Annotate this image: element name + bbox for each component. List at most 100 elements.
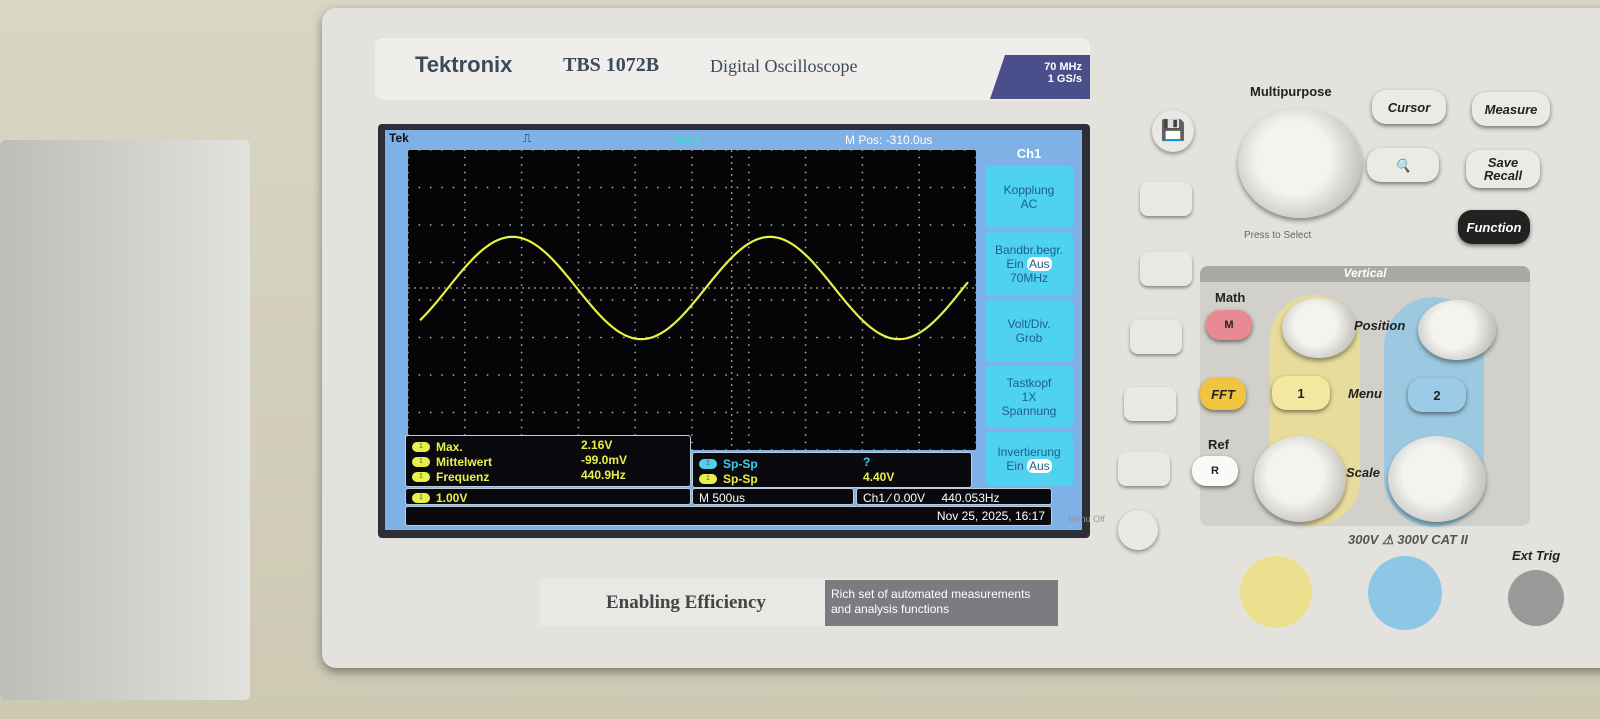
grid-dot	[929, 411, 932, 414]
grid-dot	[657, 224, 659, 226]
grid-dot	[407, 351, 409, 354]
zoom-button[interactable]: 🔍	[1367, 148, 1439, 182]
grid-dot	[929, 261, 932, 264]
ch2-bnc-input[interactable]	[1368, 556, 1442, 630]
grid-dot	[657, 374, 659, 376]
save-disk-icon[interactable]: 💾	[1152, 110, 1194, 152]
grid-dot	[691, 396, 693, 399]
grid-dot	[691, 231, 693, 234]
grid-dot	[747, 261, 750, 264]
adjacent-device	[0, 140, 250, 700]
grid-dot	[941, 149, 943, 151]
grid-dot	[838, 149, 841, 151]
ch1-bnc-input[interactable]	[1240, 556, 1312, 628]
grid-dot	[634, 396, 637, 399]
option-button-4[interactable]	[1124, 387, 1176, 421]
grid-dot	[770, 374, 773, 376]
grid-dot	[861, 276, 864, 279]
menu-invert[interactable]: Invertierung Ein Aus	[985, 432, 1073, 486]
ch2-scale-knob[interactable]	[1388, 436, 1486, 522]
ch1-menu-button[interactable]: 1	[1272, 376, 1330, 410]
grid-dot	[804, 441, 807, 444]
grid-dot	[577, 209, 580, 211]
position-label: Position	[1354, 318, 1406, 333]
measure-button[interactable]: Measure	[1472, 92, 1550, 126]
grid-dot	[975, 171, 977, 174]
function-button[interactable]: Function	[1458, 210, 1530, 244]
grid-dot	[691, 291, 693, 294]
ch2-position-knob[interactable]	[1418, 300, 1496, 360]
grid-dot	[975, 411, 977, 414]
menu-volts-div[interactable]: Volt/Div. Grob	[985, 300, 1073, 362]
grid-dot	[611, 374, 614, 376]
grid-dot	[520, 359, 523, 361]
menu-label: Invertierung	[997, 445, 1061, 459]
grid-dot	[918, 224, 921, 226]
grid-dot	[838, 186, 841, 189]
option-button-5[interactable]	[1118, 452, 1170, 486]
grid-dot	[759, 299, 762, 301]
grid-dot	[963, 261, 966, 264]
grid-dot	[906, 449, 909, 451]
grid-dot	[975, 149, 977, 151]
grid-dot	[952, 449, 955, 451]
grid-dot	[463, 261, 466, 264]
grid-dot	[691, 434, 693, 436]
grid-dot	[713, 299, 716, 301]
grid-dot	[691, 344, 693, 346]
grid-dot	[577, 269, 580, 271]
grid-dot	[520, 321, 523, 324]
grid-dot	[975, 239, 977, 241]
grid-dot	[713, 411, 716, 414]
timebase-box: M 500us	[692, 488, 854, 505]
grid-dot	[566, 299, 568, 301]
grid-dot	[463, 194, 466, 196]
grid-dot	[975, 209, 977, 211]
grid-dot	[475, 299, 478, 301]
grid-dot	[566, 261, 568, 264]
grid-dot	[781, 374, 784, 376]
grid-dot	[918, 171, 921, 174]
ref-button[interactable]: R	[1192, 456, 1238, 486]
option-button-1[interactable]	[1140, 182, 1192, 216]
grid-dot	[475, 261, 478, 264]
grid-dot	[941, 411, 943, 414]
grid-dot	[747, 344, 750, 346]
grid-dot	[463, 396, 466, 399]
menu-off-button[interactable]	[1118, 510, 1158, 550]
option-button-2[interactable]	[1140, 252, 1192, 286]
grid-dot	[725, 336, 727, 339]
ext-trig-bnc-input[interactable]	[1508, 570, 1564, 626]
grid-dot	[804, 336, 807, 339]
cursor-button[interactable]: Cursor	[1372, 90, 1446, 124]
grid-dot	[463, 366, 466, 369]
grid-dot	[918, 231, 921, 234]
grid-dot	[691, 336, 693, 339]
menu-probe[interactable]: Tastkopf 1X Spannung	[985, 366, 1073, 428]
grid-dot	[747, 246, 750, 249]
grid-dot	[850, 149, 852, 151]
ch1-scale-knob[interactable]	[1254, 436, 1346, 522]
grid-dot	[554, 374, 557, 376]
grid-dot	[975, 314, 977, 316]
ch2-menu-button[interactable]: 2	[1408, 378, 1466, 412]
fft-button[interactable]: FFT	[1200, 378, 1246, 410]
menu-bandwidth-limit[interactable]: Bandbr.begr. Ein Aus 70MHz	[985, 232, 1073, 296]
trigger-level: Ch1 ⁄ 0.00V	[863, 491, 926, 505]
grid-dot	[679, 224, 682, 226]
grid-dot	[793, 299, 796, 301]
grid-dot	[418, 299, 421, 301]
grid-dot	[429, 411, 432, 414]
grid-dot	[747, 434, 750, 436]
option-button-3[interactable]	[1130, 320, 1182, 354]
save-recall-button[interactable]: Save Recall	[1466, 150, 1540, 188]
grid-dot	[407, 276, 409, 279]
ch1-position-knob[interactable]	[1282, 298, 1356, 358]
menu-coupling[interactable]: Kopplung AC	[985, 166, 1073, 228]
multipurpose-knob[interactable]	[1238, 108, 1362, 218]
grid-dot	[941, 299, 943, 301]
grid-dot	[759, 261, 762, 264]
math-button[interactable]: M	[1206, 310, 1252, 340]
grid-dot	[634, 389, 637, 391]
grid-dot	[600, 374, 603, 376]
